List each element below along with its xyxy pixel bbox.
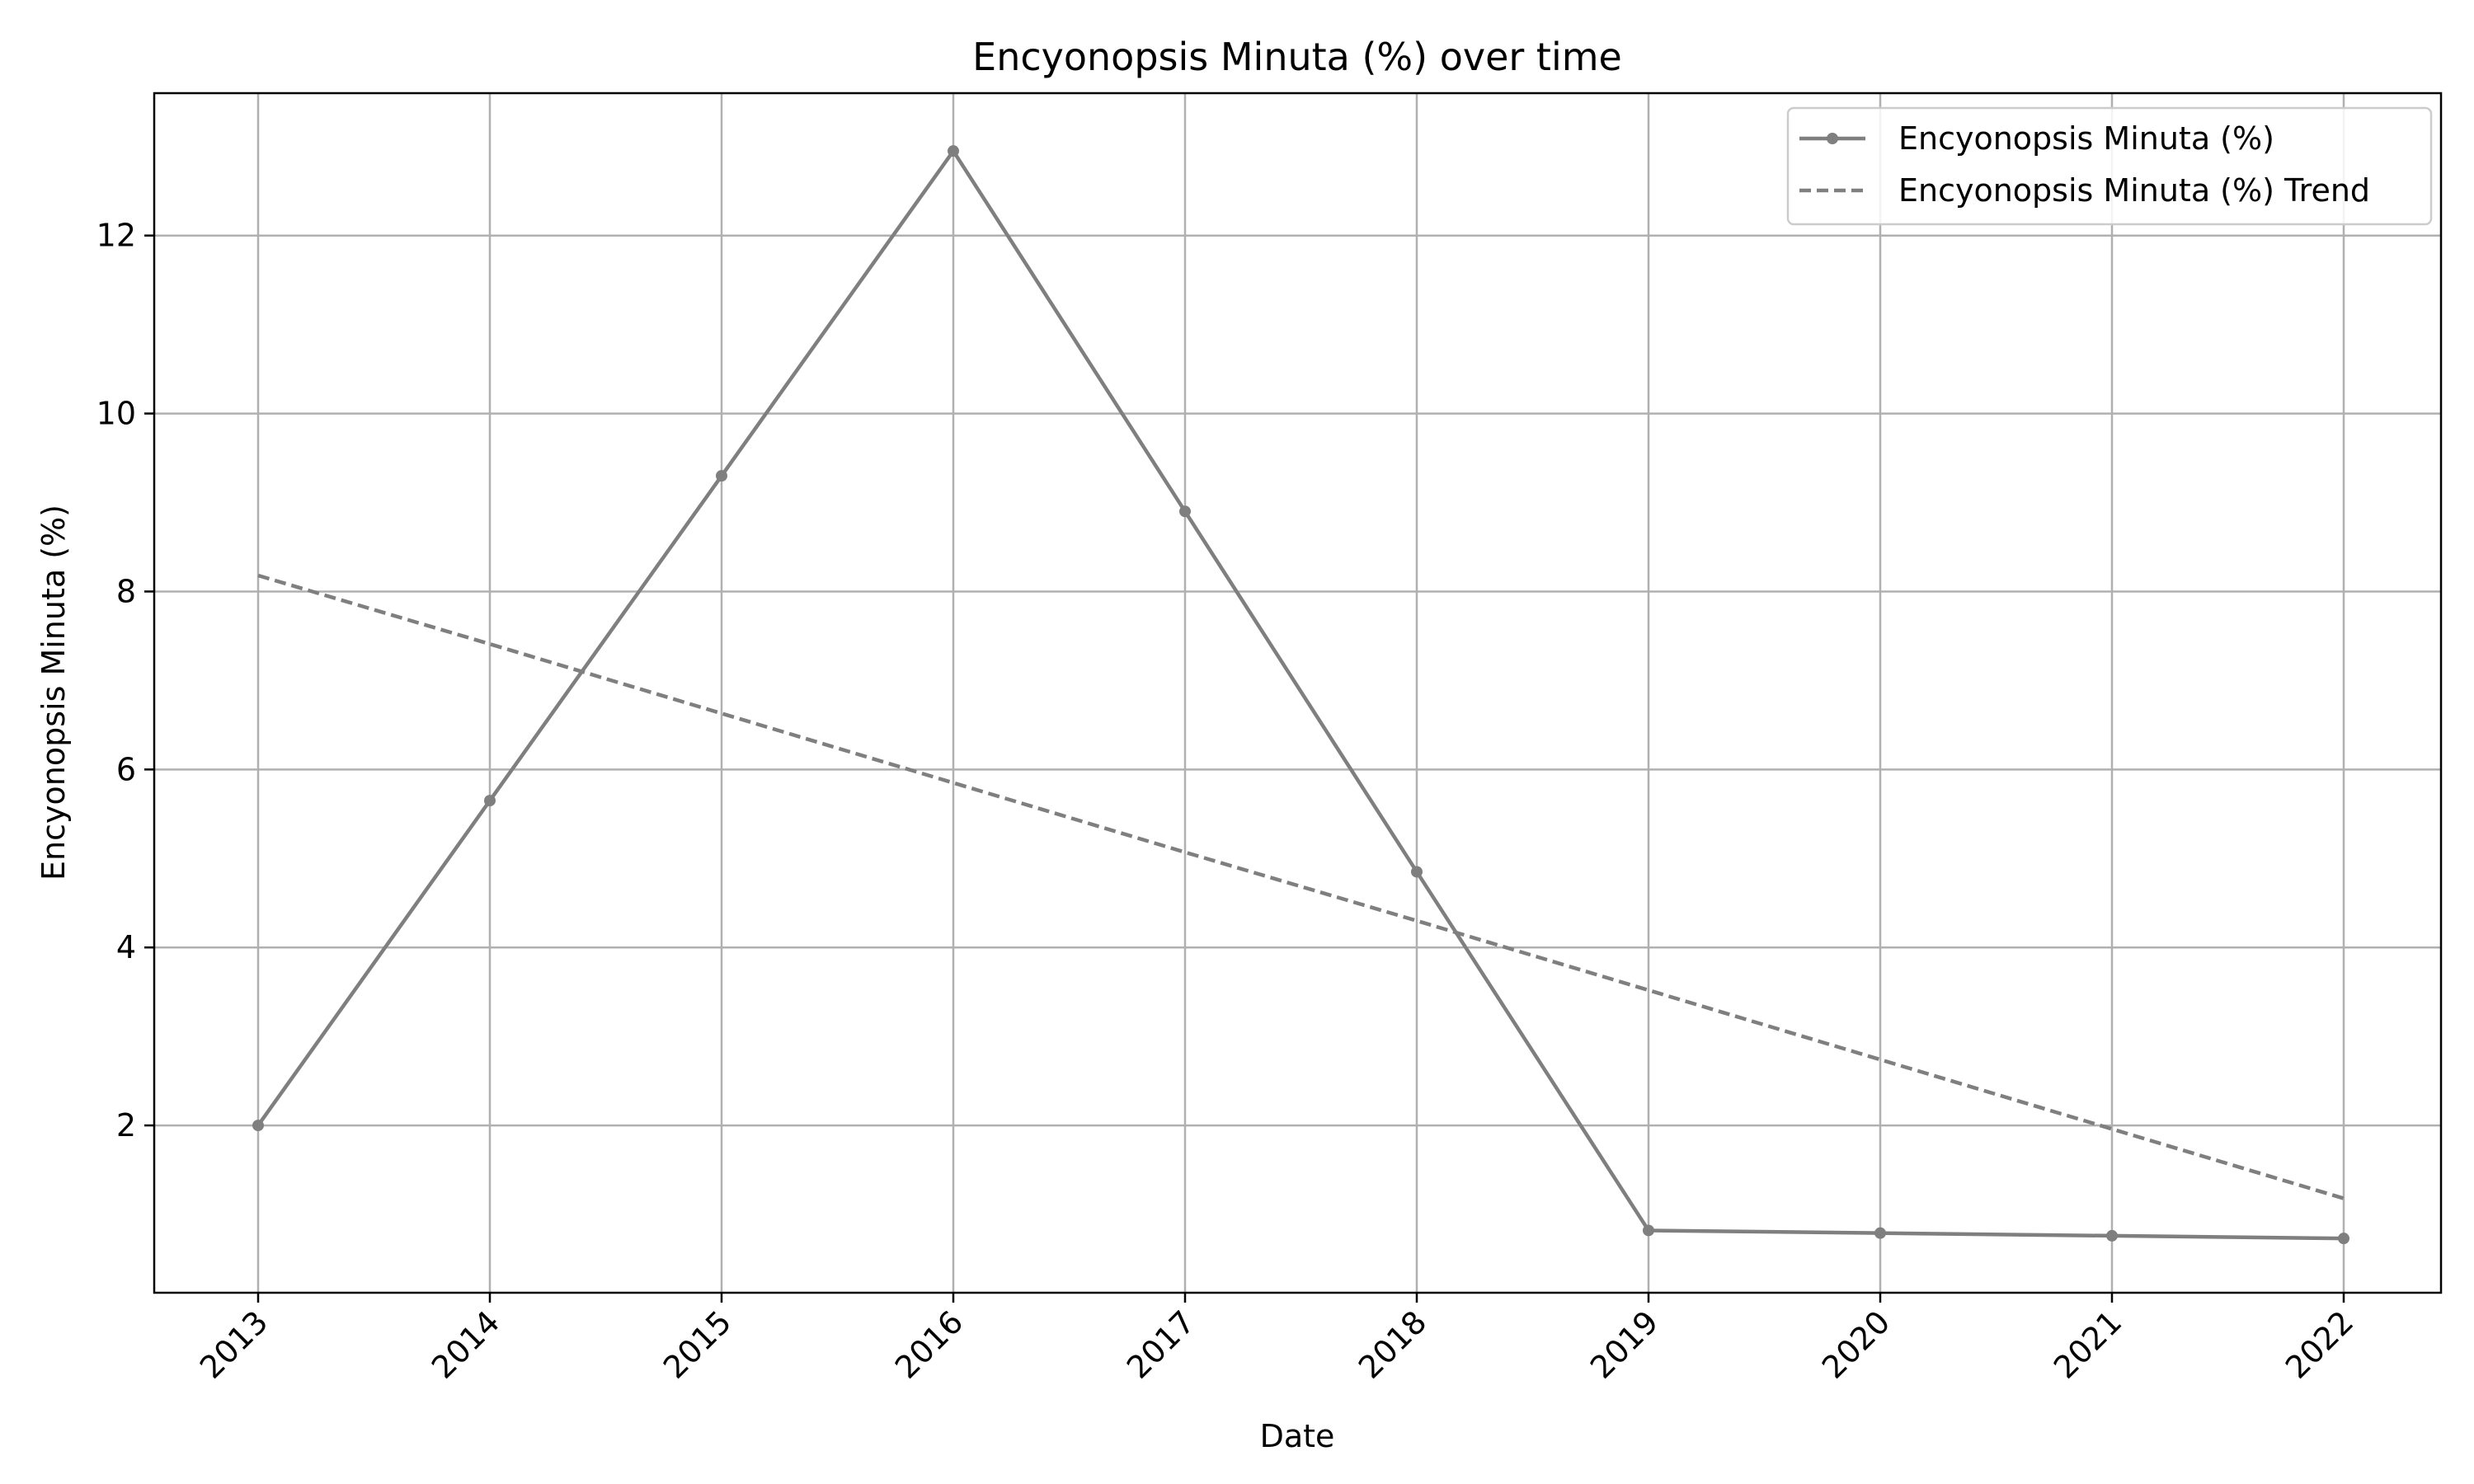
y-tick-label: 2 (116, 1107, 136, 1144)
data-point (1874, 1227, 1886, 1239)
legend-box (1786, 106, 2433, 226)
legend-swatch-marker (1827, 133, 1838, 144)
x-tick-label: 2016 (888, 1303, 971, 1386)
series-layer (252, 145, 2349, 1245)
x-tick-label: 2015 (656, 1303, 739, 1386)
data-point (948, 145, 959, 157)
x-tick-label: 2022 (2279, 1303, 2361, 1386)
x-axis-label: Date (1260, 1418, 1335, 1454)
grid (154, 93, 2441, 1293)
data-point (1411, 866, 1423, 878)
x-tick-label: 2014 (425, 1303, 507, 1386)
y-tick-label: 8 (116, 573, 136, 609)
trend-line (257, 573, 2345, 1200)
y-tick-label: 6 (116, 751, 136, 787)
legend-label-series: Encyonopsis Minuta (%) (1898, 120, 2274, 157)
x-tick-label: 2020 (1815, 1303, 1898, 1386)
legend-label-trend: Encyonopsis Minuta (%) Trend (1898, 172, 2370, 209)
data-point (716, 470, 727, 482)
y-tick-label: 4 (116, 929, 136, 965)
x-tick-label: 2018 (1352, 1303, 1434, 1386)
x-tick-label: 2019 (1583, 1303, 1666, 1386)
x-tick-label: 2013 (193, 1303, 275, 1386)
axes: 2013 2014 2015 2016 2017 2018 2019 2020 2021 2022… (96, 218, 2361, 1386)
x-tick-label: 2017 (1120, 1303, 1202, 1386)
series-line (256, 148, 2345, 1241)
y-tick-label: 12 (96, 218, 136, 254)
legend: Encyonopsis Minuta (%) Encyonopsis Minut… (1786, 106, 2433, 226)
x-tick-label: 2021 (2047, 1303, 2129, 1386)
data-point (484, 795, 496, 807)
data-point (1643, 1224, 1654, 1237)
data-point (2106, 1229, 2118, 1242)
plot-frame (153, 92, 2443, 1294)
data-point (1179, 505, 1191, 518)
chart-title: Encyonopsis Minuta (%) over time (972, 35, 1622, 79)
data-point (2338, 1233, 2349, 1245)
y-axis-label: Encyonopsis Minuta (%) (35, 505, 72, 881)
data-point (252, 1120, 264, 1132)
y-tick-label: 10 (96, 396, 136, 432)
